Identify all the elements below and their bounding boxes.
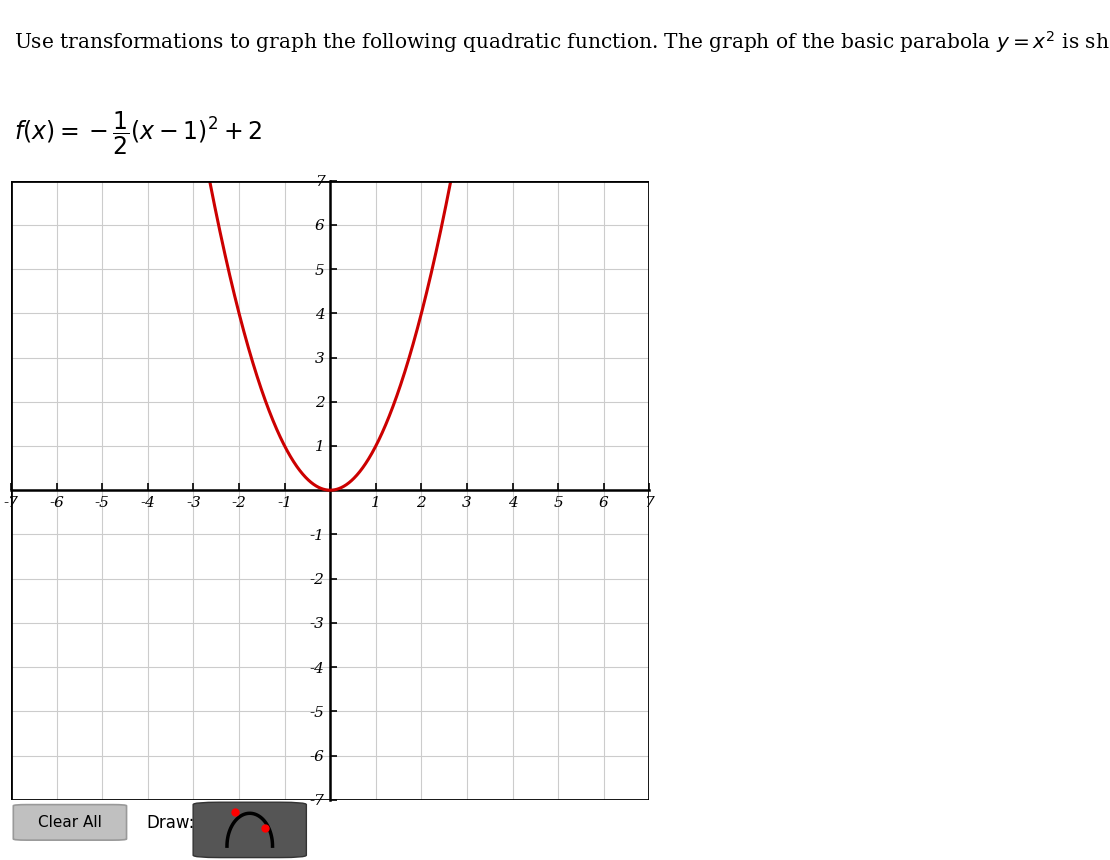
Text: Draw:: Draw: bbox=[147, 814, 195, 832]
FancyBboxPatch shape bbox=[13, 805, 127, 840]
Text: Clear All: Clear All bbox=[38, 815, 102, 830]
FancyBboxPatch shape bbox=[193, 802, 306, 857]
Text: Use transformations to graph the following quadratic function. The graph of the : Use transformations to graph the followi… bbox=[14, 29, 1110, 56]
Text: $f(x) = -\dfrac{1}{2}(x - 1)^2 + 2$: $f(x) = -\dfrac{1}{2}(x - 1)^2 + 2$ bbox=[14, 110, 263, 157]
